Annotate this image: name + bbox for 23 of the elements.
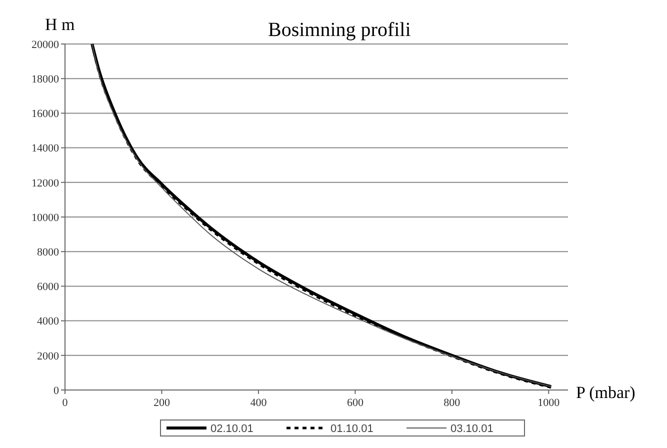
chart-title: Bosimning profili — [268, 19, 412, 41]
legend-label: 02.10.01 — [210, 423, 254, 435]
x-tick-label: 600 — [346, 397, 364, 409]
y-tick-label: 6000 — [37, 281, 60, 294]
x-tick-label: 0 — [62, 397, 68, 409]
y-tick-label: 16000 — [32, 108, 60, 120]
x-tick-label: 800 — [444, 397, 461, 409]
y-tick-label: 2000 — [37, 350, 60, 362]
y-tick-label: 10000 — [32, 212, 60, 224]
y-tick-label: 4000 — [37, 316, 60, 328]
x-tick-label: 200 — [153, 397, 170, 409]
y-tick-label: 12000 — [32, 177, 60, 190]
y-tick-label: 18000 — [32, 73, 60, 86]
legend-label: 03.10.01 — [450, 423, 494, 435]
y-tick-label: 0 — [54, 384, 60, 397]
y-tick-label: 14000 — [32, 142, 60, 155]
x-tick-label: 400 — [250, 397, 268, 409]
x-tick-label: 1000 — [538, 397, 560, 409]
y-axis-title: H m — [45, 15, 75, 34]
y-tick-label: 8000 — [37, 246, 60, 258]
x-axis-title: P (mbar) — [576, 383, 636, 402]
y-tick-label: 20000 — [32, 38, 60, 51]
legend-label: 01.10.01 — [330, 423, 374, 435]
